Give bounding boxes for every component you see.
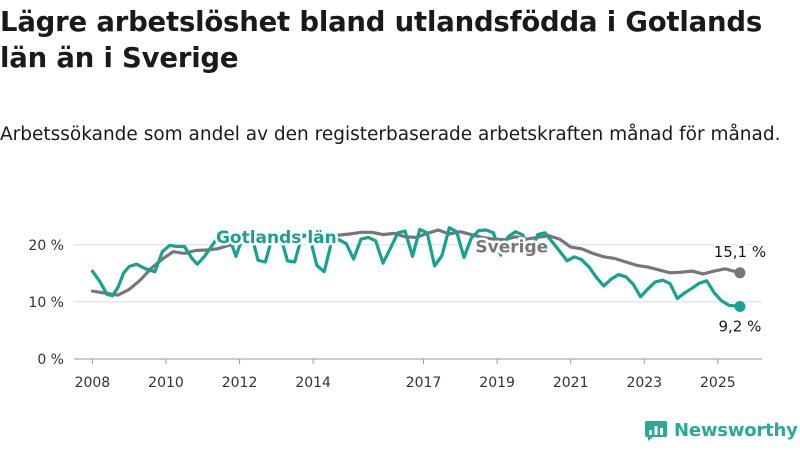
y-tick-label: 0 %	[37, 352, 64, 368]
chart-subtitle: Arbetssökande som andel av den registerb…	[0, 124, 781, 145]
y-tick-label: 20 %	[28, 238, 64, 254]
brand-name: Newsworthy	[674, 419, 798, 441]
series-label-gotland: Gotlands län	[216, 228, 337, 248]
series-line-gotland	[90, 226, 742, 309]
x-tick-label: 2025	[700, 375, 736, 391]
x-tick-label: 2019	[479, 375, 515, 391]
end-point-gotland	[734, 300, 746, 312]
x-tick-label: 2021	[553, 375, 589, 391]
y-tick-label: 10 %	[28, 295, 64, 311]
brand[interactable]: Newsworthy	[645, 419, 798, 441]
x-tick-label: 2023	[626, 375, 662, 391]
x-tick-label: 2008	[75, 375, 111, 391]
series-label-sverige-halo: Sverige	[475, 237, 548, 257]
x-axis: 2008 2010 2012 2014 2017 2019 2021 2023 2025	[75, 359, 736, 391]
newsworthy-logo-icon	[645, 421, 667, 441]
end-label-sverige: 15,1 %	[714, 243, 766, 261]
x-tick-label: 2012	[222, 375, 258, 391]
end-label-sverige-halo: 15,1 %	[714, 243, 766, 261]
x-tick-label: 2010	[148, 375, 184, 391]
end-point-sverige	[734, 267, 746, 279]
end-label-gotland-halo: 9,2 %	[718, 317, 761, 335]
chart-title: Lägre arbetslöshet bland utlandsfödda i …	[0, 6, 762, 74]
series-label-sverige: Sverige	[475, 237, 548, 257]
end-label-gotland: 9,2 %	[718, 317, 761, 335]
grid-layer: 0 % 10 % 20 %	[28, 238, 762, 368]
series-label-gotland-halo: Gotlands län	[216, 228, 337, 248]
series-layer	[90, 226, 746, 312]
x-tick-label: 2014	[295, 375, 331, 391]
x-tick-label: 2017	[406, 375, 442, 391]
